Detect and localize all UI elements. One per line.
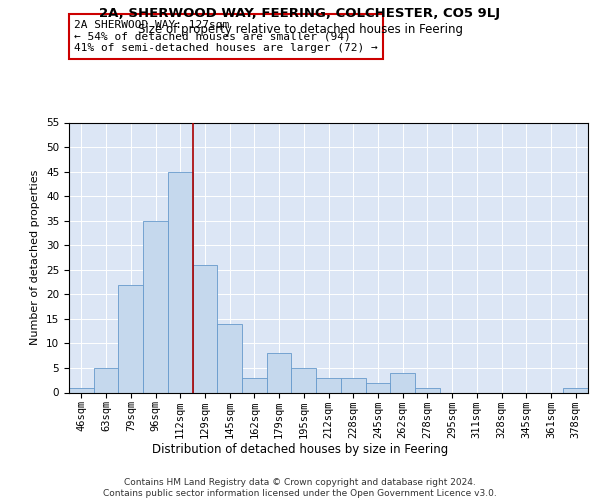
- Bar: [217, 324, 242, 392]
- Text: Contains HM Land Registry data © Crown copyright and database right 2024.
Contai: Contains HM Land Registry data © Crown c…: [103, 478, 497, 498]
- Bar: [118, 284, 143, 393]
- Bar: [94, 368, 118, 392]
- Bar: [292, 368, 316, 392]
- Bar: [415, 388, 440, 392]
- Text: Distribution of detached houses by size in Feering: Distribution of detached houses by size …: [152, 442, 448, 456]
- Text: 2A, SHERWOOD WAY, FEERING, COLCHESTER, CO5 9LJ: 2A, SHERWOOD WAY, FEERING, COLCHESTER, C…: [100, 8, 500, 20]
- Bar: [365, 382, 390, 392]
- Bar: [341, 378, 365, 392]
- Bar: [390, 373, 415, 392]
- Text: Size of property relative to detached houses in Feering: Size of property relative to detached ho…: [137, 22, 463, 36]
- Bar: [168, 172, 193, 392]
- Bar: [143, 220, 168, 392]
- Text: 2A SHERWOOD WAY: 127sqm
← 54% of detached houses are smaller (94)
41% of semi-de: 2A SHERWOOD WAY: 127sqm ← 54% of detache…: [74, 20, 378, 53]
- Bar: [242, 378, 267, 392]
- Bar: [563, 388, 588, 392]
- Bar: [193, 265, 217, 392]
- Bar: [267, 353, 292, 393]
- Y-axis label: Number of detached properties: Number of detached properties: [31, 170, 40, 345]
- Bar: [69, 388, 94, 392]
- Bar: [316, 378, 341, 392]
